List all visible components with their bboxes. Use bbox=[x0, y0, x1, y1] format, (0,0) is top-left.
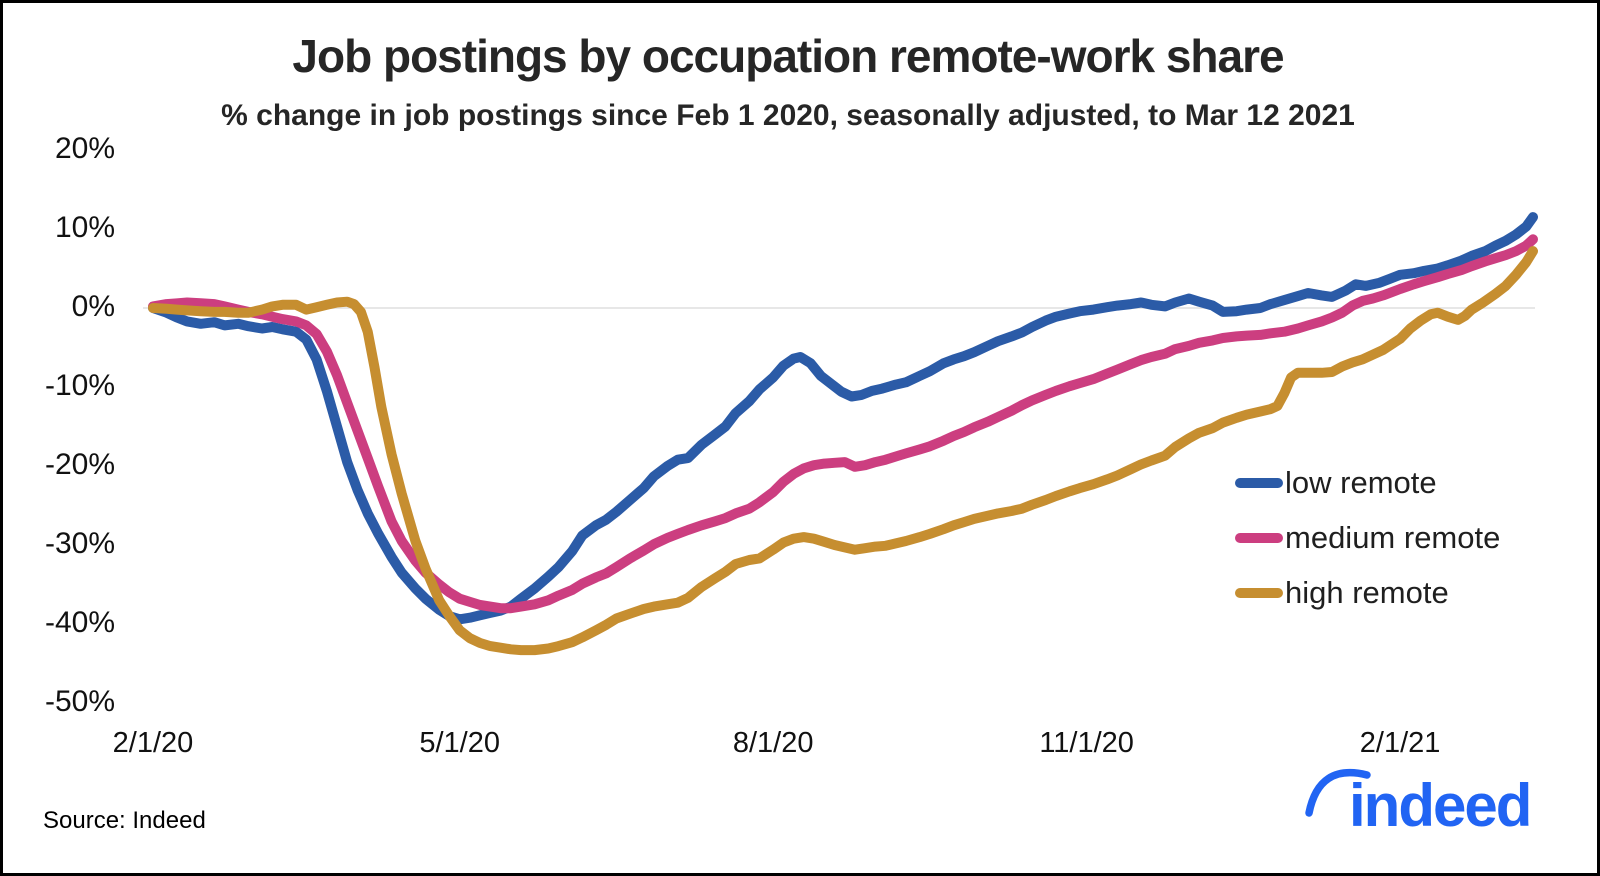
indeed-swoosh-icon bbox=[1305, 768, 1371, 817]
legend-label: low remote bbox=[1285, 464, 1437, 500]
series-line-low-remote bbox=[148, 212, 1538, 625]
legend-swatch-low-remote bbox=[1235, 477, 1283, 488]
legend-item-low-remote: low remote bbox=[1235, 455, 1500, 510]
series-line-medium-remote bbox=[148, 234, 1538, 614]
legend-item-high-remote: high remote bbox=[1235, 565, 1500, 620]
line-chart-plot bbox=[143, 212, 1538, 656]
legend: low remote medium remote high remote bbox=[1235, 455, 1500, 620]
x-tick-label: 8/1/20 bbox=[732, 727, 814, 759]
y-tick-label: 10% bbox=[54, 211, 115, 244]
y-tick-label: -10% bbox=[44, 369, 115, 402]
y-tick-label: 20% bbox=[54, 132, 115, 165]
y-tick-label: -40% bbox=[44, 606, 115, 639]
y-tick-label: -50% bbox=[44, 685, 115, 718]
page-title: Job postings by occupation remote-work s… bbox=[292, 30, 1284, 82]
source-note: Source: Indeed bbox=[43, 807, 206, 834]
legend-label: high remote bbox=[1285, 574, 1449, 610]
y-tick-label: -20% bbox=[44, 448, 115, 481]
indeed-logo: indeed bbox=[1303, 755, 1553, 855]
x-tick-label: 11/1/20 bbox=[1039, 727, 1134, 759]
legend-label: medium remote bbox=[1285, 519, 1501, 555]
x-tick-label: 5/1/20 bbox=[419, 727, 500, 759]
y-tick-label: 0% bbox=[71, 290, 115, 323]
series-line-high-remote bbox=[148, 246, 1538, 656]
chart-subtitle: % change in job postings since Feb 1 202… bbox=[221, 99, 1355, 132]
legend-swatch-high-remote bbox=[1235, 587, 1283, 598]
y-tick-label: -30% bbox=[44, 527, 115, 560]
legend-swatch-medium-remote bbox=[1235, 532, 1283, 543]
indeed-logo-text: indeed bbox=[1349, 772, 1532, 839]
legend-item-medium-remote: medium remote bbox=[1235, 510, 1500, 565]
x-tick-label: 2/1/21 bbox=[1359, 727, 1441, 759]
x-tick-label: 2/1/20 bbox=[112, 727, 194, 759]
